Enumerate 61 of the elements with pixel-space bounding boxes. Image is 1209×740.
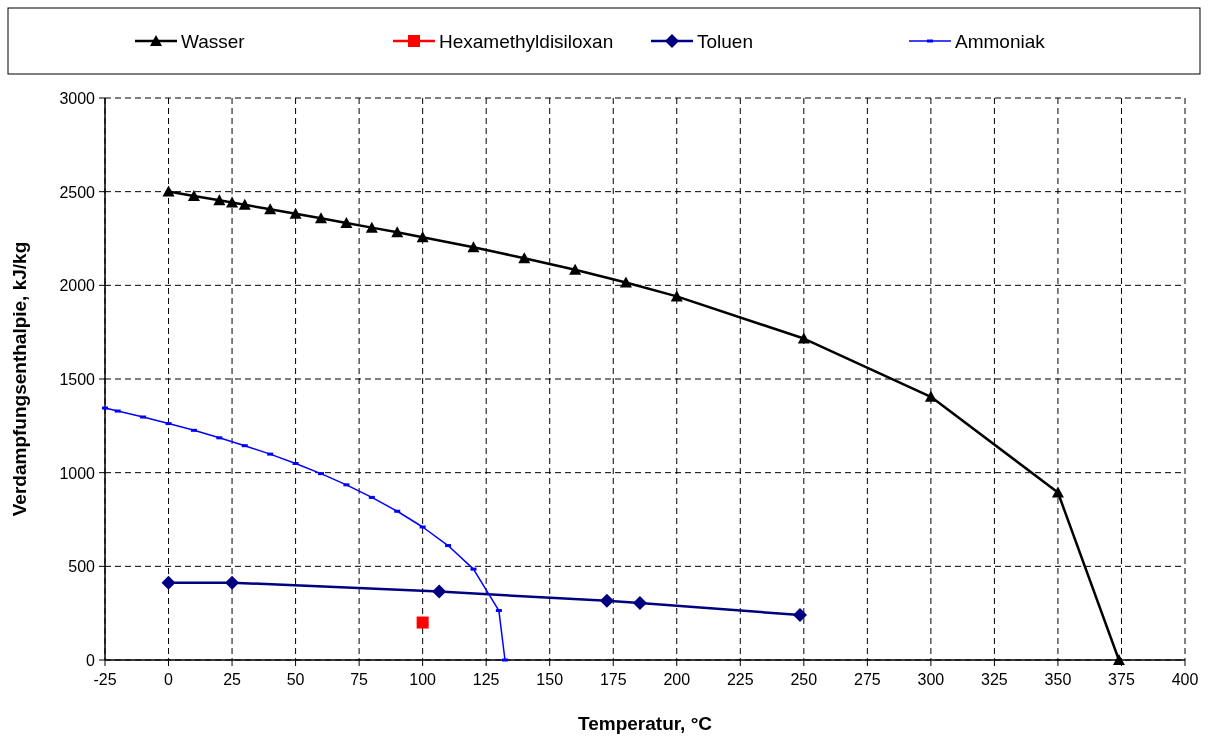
y-tick-label: 2500 [59, 183, 96, 201]
point [187, 189, 200, 201]
x-tick-label: 250 [790, 671, 818, 688]
point [432, 584, 447, 599]
point [238, 198, 251, 210]
legend-label: Ammoniak [955, 31, 1046, 52]
point [315, 212, 327, 224]
x-tick-label: 350 [1044, 671, 1072, 688]
point [213, 194, 226, 206]
y-tick-label: 1000 [59, 464, 96, 482]
x-tick-label: -25 [93, 671, 117, 688]
point [365, 221, 378, 233]
y-axis-title: Verdampfungsenthalpie, kJ/kg [9, 241, 30, 517]
x-tick-label: 175 [599, 671, 627, 688]
point [1051, 486, 1064, 498]
x-tick-label: 325 [981, 671, 1008, 688]
point [670, 290, 683, 302]
x-tick-label: 200 [663, 671, 691, 688]
x-tick-label: 25 [223, 671, 242, 688]
x-tick-label: 375 [1108, 671, 1135, 688]
x-tick-label: 0 [164, 671, 174, 688]
point [226, 196, 239, 208]
point [797, 332, 810, 344]
point [467, 241, 480, 253]
x-tick-label: 50 [286, 671, 305, 688]
point [162, 185, 175, 197]
legend-label: Toluen [697, 31, 753, 52]
y-tick-label: 2000 [59, 277, 96, 295]
point [264, 203, 277, 215]
point [161, 575, 176, 590]
point [289, 207, 302, 219]
point [924, 390, 937, 402]
point [518, 252, 531, 264]
y-tick-label: 500 [68, 558, 96, 576]
point [102, 406, 108, 410]
point [225, 575, 240, 590]
legend-label: Hexamethyldisiloxan [439, 31, 614, 52]
x-tick-label: 125 [472, 671, 500, 688]
point [1112, 654, 1125, 665]
point [569, 263, 582, 275]
point [340, 216, 353, 228]
point [793, 608, 808, 623]
point [391, 226, 404, 238]
point [318, 472, 324, 476]
x-tick-label: 400 [1171, 671, 1199, 688]
point [416, 616, 429, 629]
point [632, 596, 647, 611]
y-tick-label: 3000 [59, 90, 96, 107]
x-tick-label: 100 [409, 671, 437, 688]
x-tick-label: 300 [917, 671, 945, 688]
x-tick-label: 225 [726, 671, 754, 688]
point [619, 276, 632, 288]
point [416, 231, 429, 243]
x-tick-label: 275 [854, 671, 881, 688]
x-axis-title: Temperatur, °C [578, 713, 713, 734]
y-tick-label: 0 [86, 652, 96, 669]
y-tick-label: 1500 [59, 371, 96, 388]
x-tick-label: 75 [350, 671, 369, 688]
point [599, 593, 614, 608]
legend-label: Wasser [181, 31, 246, 52]
x-tick-label: 150 [536, 671, 564, 688]
